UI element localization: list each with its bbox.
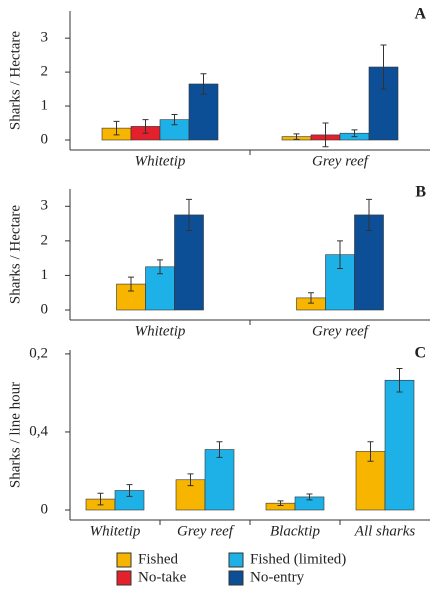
legend-label: Fished (limited): [250, 551, 346, 567]
legend-swatch: [116, 570, 132, 586]
error-bar: [367, 441, 374, 462]
x-tick-label: Whitetip: [135, 323, 186, 339]
error-bar: [216, 441, 223, 458]
bar: Fished (limited): [204, 449, 235, 511]
y-tick-label: 1: [41, 267, 49, 283]
error-bar: [97, 492, 104, 506]
error-bar: [187, 473, 194, 487]
bar: Fished (limited): [384, 379, 415, 511]
y-tick-label: 2: [41, 64, 49, 80]
y-tick-label: 3: [41, 30, 49, 46]
y-tick-label: 0: [41, 301, 49, 317]
error-bar: [126, 484, 133, 497]
error-bar: [293, 133, 300, 140]
y-tick-label: 3: [41, 198, 49, 214]
error-bar: [322, 122, 329, 148]
error-bar: [186, 198, 192, 231]
x-tick-label: Grey reef: [177, 523, 235, 539]
error-bar: [337, 240, 343, 270]
error-bar: [366, 198, 372, 231]
legend-swatch: [228, 552, 244, 568]
legend-label: No-entry: [250, 569, 305, 585]
y-axis-label: Sharks / Hectare: [7, 31, 23, 130]
error-bar: [142, 119, 149, 134]
error-bar: [200, 73, 207, 95]
panel-label: C: [414, 345, 426, 362]
y-tick-label: 0: [41, 501, 49, 517]
error-bar: [171, 114, 178, 126]
x-tick-label: Whitetip: [135, 153, 186, 169]
legend: Fished Fished (limited) No-take No-entry: [116, 551, 346, 586]
error-bar: [396, 368, 403, 393]
panel-label: A: [414, 6, 426, 23]
x-tick-label: Grey reef: [312, 323, 370, 339]
panel-label: B: [415, 184, 426, 201]
y-tick-label: 0: [41, 131, 49, 147]
error-bar: [113, 120, 120, 136]
y-tick-label: 0,2: [29, 345, 48, 361]
error-bar: [308, 292, 314, 304]
y-tick-label: 1: [41, 97, 49, 113]
legend-swatch: [116, 552, 132, 568]
bar: Fished: [355, 451, 386, 511]
y-axis-label: Sharks / line hour: [7, 382, 23, 488]
x-tick-label: All sharks: [354, 523, 416, 539]
y-tick-label: 2: [41, 232, 49, 248]
legend-label: No-take: [138, 569, 187, 585]
error-bar: [157, 259, 163, 275]
y-axis-label: Sharks / Hectare: [7, 205, 23, 304]
x-tick-label: Whitetip: [90, 523, 141, 539]
y-tick-label: 0,4: [29, 423, 48, 439]
error-bar: [306, 493, 313, 501]
legend-label: Fished: [138, 551, 179, 567]
error-bar: [277, 500, 284, 507]
error-bar: [380, 44, 387, 90]
x-tick-label: Blacktip: [270, 523, 320, 539]
error-bar: [128, 276, 134, 292]
legend-swatch: [228, 570, 244, 586]
error-bar: [351, 129, 358, 138]
x-tick-label: Grey reef: [312, 153, 370, 169]
